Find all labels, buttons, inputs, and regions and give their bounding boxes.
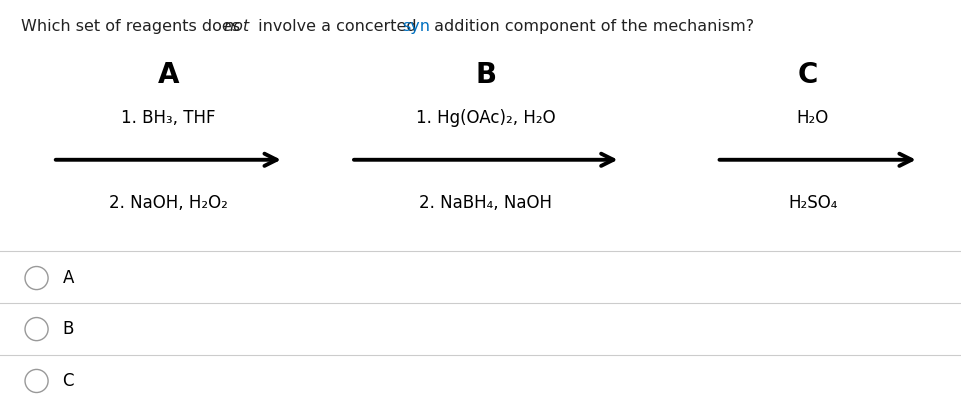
Text: Which set of reagents does: Which set of reagents does <box>21 19 245 34</box>
Text: 2. NaOH, H₂O₂: 2. NaOH, H₂O₂ <box>109 194 228 212</box>
Text: C: C <box>62 372 74 390</box>
Text: B: B <box>62 320 74 338</box>
Ellipse shape <box>25 317 48 341</box>
Text: C: C <box>797 61 818 89</box>
Text: H₂SO₄: H₂SO₄ <box>787 194 837 212</box>
Text: not: not <box>223 19 249 34</box>
Text: syn: syn <box>402 19 430 34</box>
Text: A: A <box>158 61 179 89</box>
Text: A: A <box>62 269 74 287</box>
Text: B: B <box>475 61 496 89</box>
Text: 1. Hg(OAc)₂, H₂O: 1. Hg(OAc)₂, H₂O <box>415 109 555 127</box>
Text: 1. BH₃, THF: 1. BH₃, THF <box>121 109 215 127</box>
Text: H₂O: H₂O <box>796 109 828 127</box>
Text: 2. NaBH₄, NaOH: 2. NaBH₄, NaOH <box>419 194 552 212</box>
Ellipse shape <box>25 266 48 290</box>
Text: involve a concerted: involve a concerted <box>253 19 421 34</box>
Ellipse shape <box>25 369 48 393</box>
Text: addition component of the mechanism?: addition component of the mechanism? <box>429 19 753 34</box>
